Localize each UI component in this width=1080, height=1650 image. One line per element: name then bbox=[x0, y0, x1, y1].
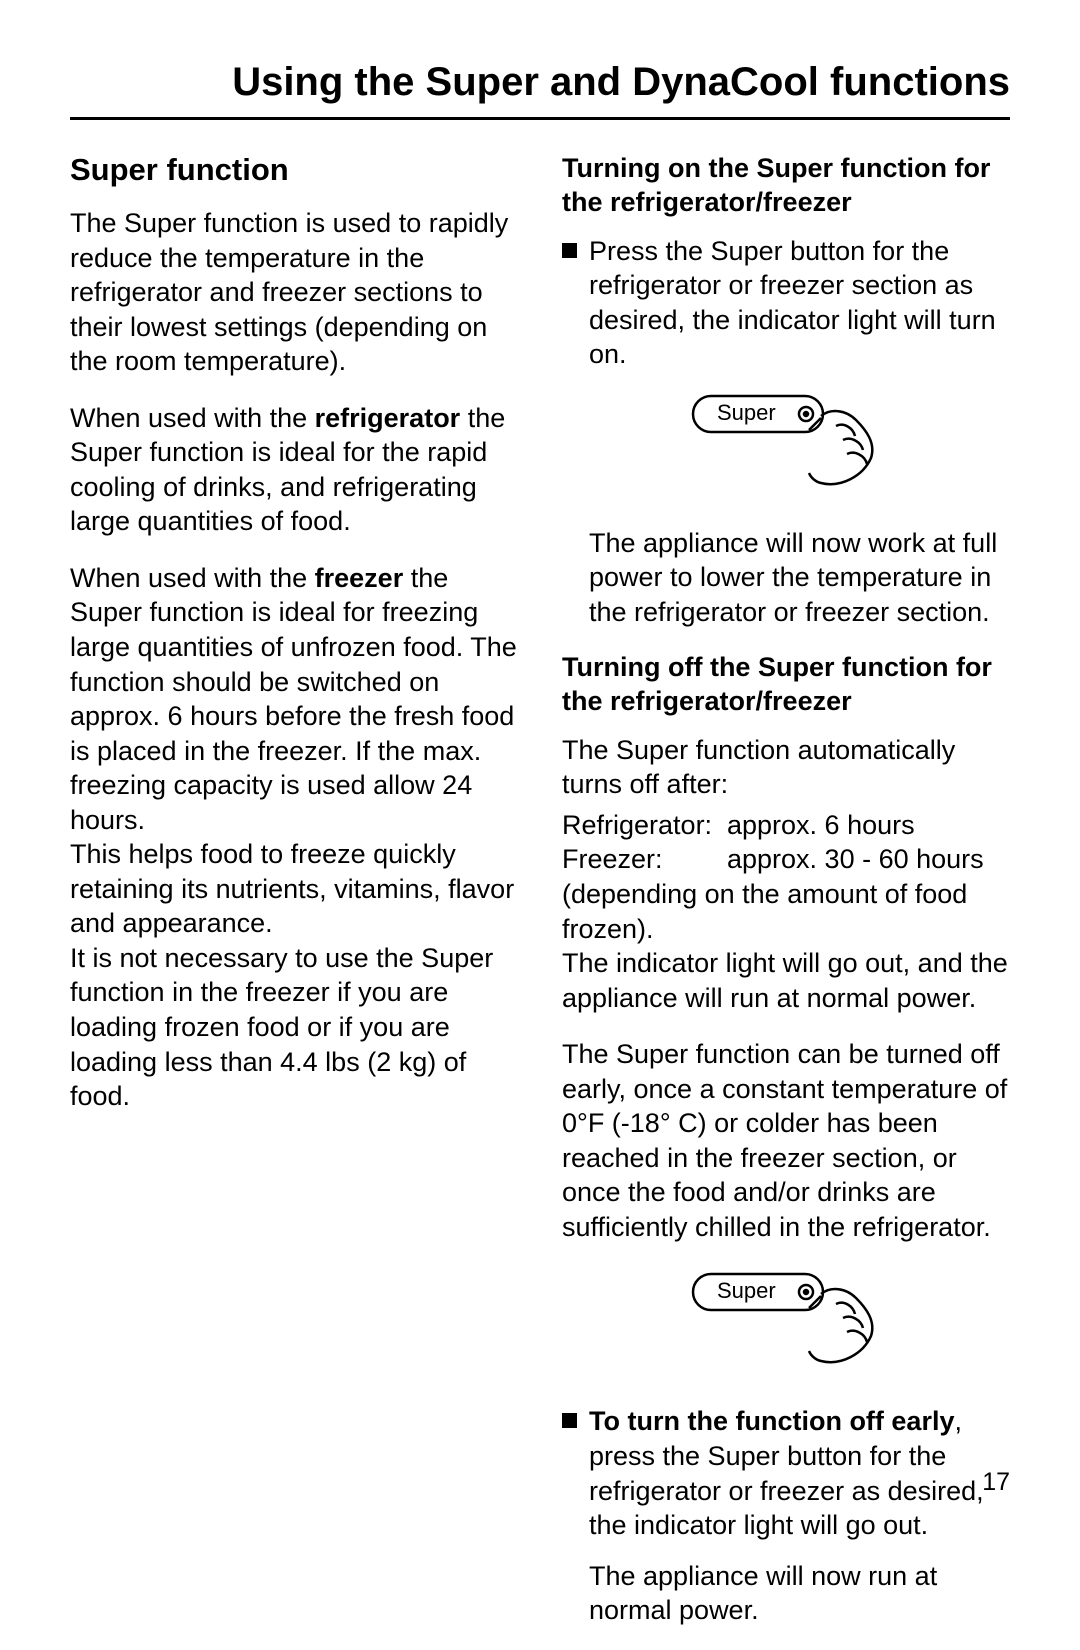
bold-freezer: freezer bbox=[315, 563, 404, 593]
text: This helps food to freeze quickly retain… bbox=[70, 839, 514, 938]
paragraph: The Super function can be turned off ear… bbox=[562, 1037, 1010, 1244]
subheading-turning-on: Turning on the Super function for the re… bbox=[562, 152, 1010, 220]
bullet-icon bbox=[562, 1413, 577, 1428]
text: It is not necessary to use the Super fun… bbox=[70, 943, 493, 1111]
paragraph: When used with the refrigerator the Supe… bbox=[70, 401, 518, 539]
left-column: Super function The Super function is use… bbox=[70, 152, 518, 1650]
text: The Super function automatically turns o… bbox=[562, 733, 1010, 802]
super-button-press-illustration: Super bbox=[562, 1266, 1010, 1386]
text: When used with the bbox=[70, 403, 315, 433]
instruction-step: To turn the function off early, press th… bbox=[562, 1404, 1010, 1542]
timing-value-freezer: approx. 30 - 60 hours bbox=[727, 842, 984, 877]
super-button-label: Super bbox=[717, 400, 776, 425]
paragraph: The appliance will now work at full powe… bbox=[562, 526, 1010, 630]
instruction-text: Press the Super button for the refrigera… bbox=[589, 234, 1010, 372]
text: the Super function is ideal for freezing… bbox=[70, 563, 517, 835]
instruction-text: To turn the function off early, press th… bbox=[589, 1404, 1010, 1542]
instruction-step: Press the Super button for the refrigera… bbox=[562, 234, 1010, 372]
paragraph: The Super function automatically turns o… bbox=[562, 733, 1010, 1015]
timing-label-freezer: Freezer: bbox=[562, 842, 727, 877]
section-heading-super-function: Super function bbox=[70, 152, 518, 188]
timing-value-refrigerator: approx. 6 hours bbox=[727, 808, 915, 843]
timing-label-refrigerator: Refrigerator: bbox=[562, 808, 727, 843]
page-title: Using the Super and DynaCool functions bbox=[70, 60, 1010, 120]
manual-page: Using the Super and DynaCool functions S… bbox=[0, 0, 1080, 1529]
text: The indicator light will go out, and the… bbox=[562, 946, 1010, 1015]
paragraph: The Super function is used to rapidly re… bbox=[70, 206, 518, 379]
subheading-turning-off: Turning off the Super function for the r… bbox=[562, 651, 1010, 719]
text: (depending on the amount of food frozen)… bbox=[562, 877, 1010, 946]
right-column: Turning on the Super function for the re… bbox=[562, 152, 1010, 1650]
bold-refrigerator: refrigerator bbox=[315, 403, 461, 433]
bold-text: To turn the function off early bbox=[589, 1406, 954, 1436]
super-button-press-illustration: Super bbox=[562, 388, 1010, 508]
page-number: 17 bbox=[982, 1468, 1010, 1497]
paragraph: The appliance will now run at normal pow… bbox=[562, 1559, 1010, 1628]
super-button-label: Super bbox=[717, 1278, 776, 1303]
paragraph: When used with the freezer the Super fun… bbox=[70, 561, 518, 1114]
bullet-icon bbox=[562, 243, 577, 258]
text: When used with the bbox=[70, 563, 315, 593]
